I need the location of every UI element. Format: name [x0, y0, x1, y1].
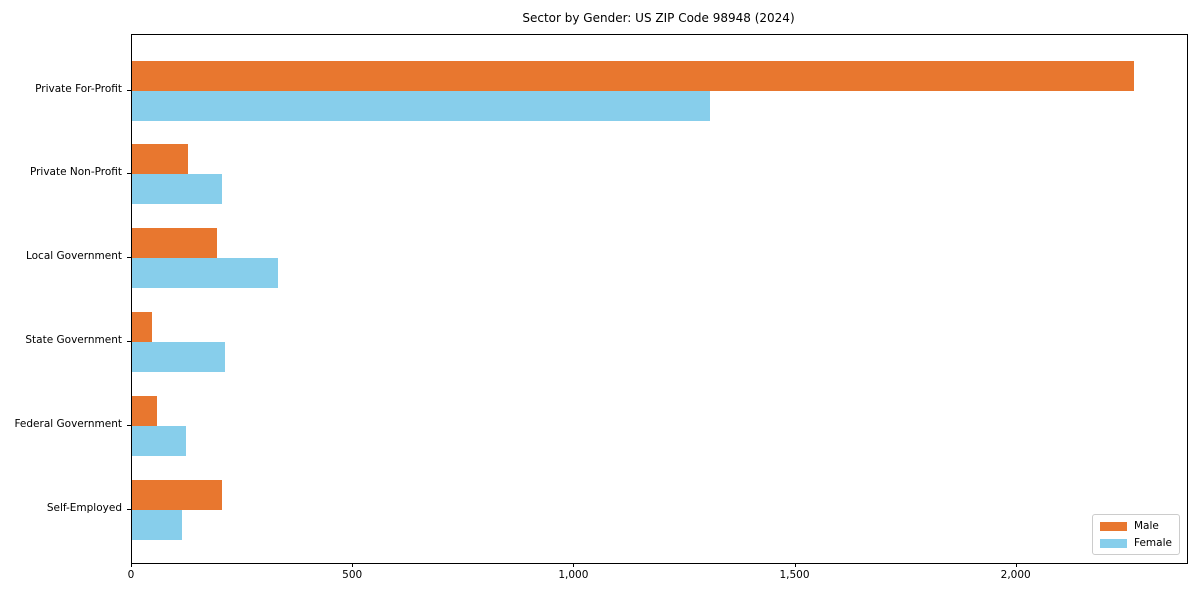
bar-male-4: [132, 396, 158, 427]
x-tick-label: 1,500: [779, 569, 810, 581]
x-tick-mark: [1015, 563, 1017, 567]
bar-male-2: [132, 228, 217, 259]
bar-female-0: [132, 90, 711, 121]
chart-title: Sector by Gender: US ZIP Code 98948 (202…: [522, 11, 795, 25]
bar-female-5: [132, 510, 182, 540]
bar-female-3: [132, 342, 226, 373]
x-tick-label: 500: [342, 569, 363, 581]
x-tick-mark: [131, 563, 132, 567]
legend: Male Female: [1092, 514, 1180, 555]
y-tick-mark: [127, 341, 131, 343]
y-tick-mark: [127, 509, 131, 510]
legend-item-female: Female: [1100, 537, 1179, 549]
y-tick-label: Local Government: [25, 250, 122, 263]
x-tick-mark: [352, 563, 354, 567]
x-tick-mark: [794, 563, 796, 567]
x-tick-label: 0: [127, 569, 135, 581]
y-tick-label: Self-Employed: [46, 502, 122, 514]
legend-label: Female: [1134, 537, 1172, 549]
bar-female-1: [132, 174, 222, 205]
bar-male-3: [132, 312, 152, 343]
plot-area: Male Female: [131, 34, 1188, 564]
bar-male-1: [132, 144, 188, 175]
legend-swatch-male: [1100, 521, 1127, 531]
x-tick-mark: [573, 563, 575, 567]
y-tick-label: Private Non-Profit: [29, 166, 122, 179]
y-tick-mark: [127, 173, 131, 175]
y-tick-mark: [127, 257, 131, 259]
bar-female-4: [132, 426, 186, 457]
y-tick-label: Federal Government: [14, 418, 122, 431]
x-tick-label: 1,000: [558, 569, 589, 581]
bar-male-0: [132, 60, 1134, 91]
legend-label: Male: [1134, 520, 1159, 532]
y-tick-label: Private For-Profit: [35, 82, 122, 95]
bar-male-5: [132, 480, 222, 510]
y-tick-mark: [127, 425, 131, 427]
x-tick-label: 2,000: [1000, 569, 1031, 581]
y-tick-mark: [127, 89, 131, 91]
bar-female-2: [132, 258, 278, 289]
legend-swatch-female: [1100, 538, 1127, 548]
legend-item-male: Male: [1100, 520, 1179, 532]
y-tick-label: State Government: [25, 334, 122, 347]
